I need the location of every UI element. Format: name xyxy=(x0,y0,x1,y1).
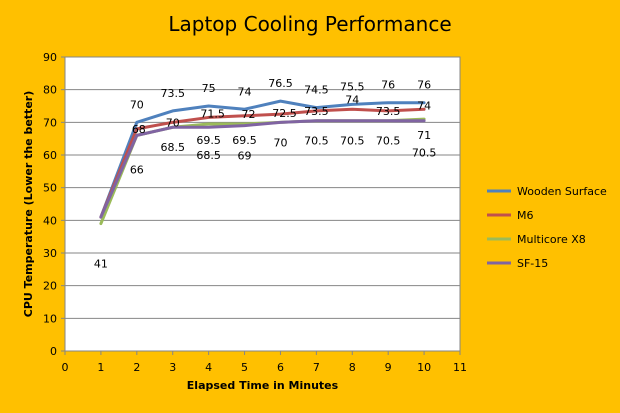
y-tick-label: 30 xyxy=(43,247,57,260)
data-label: 69.5 xyxy=(232,134,257,147)
x-tick-label: 2 xyxy=(133,361,140,374)
data-label: 74 xyxy=(345,93,359,106)
data-label: 70.5 xyxy=(340,135,365,148)
y-tick-label: 90 xyxy=(43,51,57,64)
x-tick-label: 5 xyxy=(241,361,248,374)
data-label: 76 xyxy=(417,79,431,92)
data-label: 69 xyxy=(238,150,252,163)
data-label: 74.5 xyxy=(304,84,329,97)
y-tick-label: 50 xyxy=(43,182,57,195)
data-label: 68.5 xyxy=(196,149,221,162)
y-tick-label: 0 xyxy=(50,345,57,358)
x-tick-label: 8 xyxy=(349,361,356,374)
data-label: 70.5 xyxy=(412,147,437,160)
data-label: 71.5 xyxy=(200,107,225,120)
data-label: 74 xyxy=(238,85,252,98)
data-label: 68 xyxy=(132,123,146,136)
data-label: 66 xyxy=(130,163,144,176)
legend-label: SF-15 xyxy=(517,257,548,270)
data-label: 73.5 xyxy=(160,87,185,100)
data-label: 75.5 xyxy=(340,80,365,93)
y-tick-label: 70 xyxy=(43,116,57,129)
x-tick-label: 6 xyxy=(277,361,284,374)
data-label: 76 xyxy=(381,79,395,92)
legend-label: Wooden Surface xyxy=(517,185,607,198)
data-label: 69.5 xyxy=(196,134,221,147)
data-label: 73.5 xyxy=(376,105,401,118)
data-label: 70 xyxy=(166,116,180,129)
x-tick-label: 4 xyxy=(205,361,212,374)
y-tick-label: 10 xyxy=(43,312,57,325)
series-line-m6 xyxy=(99,107,426,219)
data-label: 71 xyxy=(417,129,431,142)
data-label: 70 xyxy=(273,136,287,149)
legend-label: M6 xyxy=(517,209,534,222)
x-tick-label: 3 xyxy=(169,361,176,374)
data-label: 68.5 xyxy=(160,141,185,154)
legend-label: Multicore X8 xyxy=(517,233,586,246)
y-axis-title: CPU Temperature (Lower the better) xyxy=(22,91,35,317)
data-label: 70.5 xyxy=(376,135,401,148)
x-tick-label: 7 xyxy=(313,361,320,374)
data-label: 72.5 xyxy=(272,107,297,120)
series-line-sf-15 xyxy=(99,119,426,219)
x-tick-label: 1 xyxy=(97,361,104,374)
y-tick-label: 20 xyxy=(43,280,57,293)
x-tick-label: 11 xyxy=(453,361,467,374)
data-label: 70.5 xyxy=(304,135,329,148)
x-axis-title: Elapsed Time in Minutes xyxy=(187,379,339,392)
data-label: 41 xyxy=(94,258,108,271)
data-label: 75 xyxy=(202,82,216,95)
data-label: 70 xyxy=(130,98,144,111)
x-tick-label: 0 xyxy=(62,361,69,374)
y-tick-label: 40 xyxy=(43,214,57,227)
x-tick-label: 10 xyxy=(417,361,431,374)
data-label: 73.5 xyxy=(304,105,329,118)
series-line-wooden-surface xyxy=(99,99,426,219)
data-label: 76.5 xyxy=(268,77,293,90)
chart-title: Laptop Cooling Performance xyxy=(168,12,451,36)
x-tick-label: 9 xyxy=(385,361,392,374)
y-tick-label: 80 xyxy=(43,84,57,97)
data-label: 72 xyxy=(242,108,256,121)
y-tick-label: 60 xyxy=(43,149,57,162)
plot-area xyxy=(64,56,461,352)
data-label: 74 xyxy=(417,99,431,112)
